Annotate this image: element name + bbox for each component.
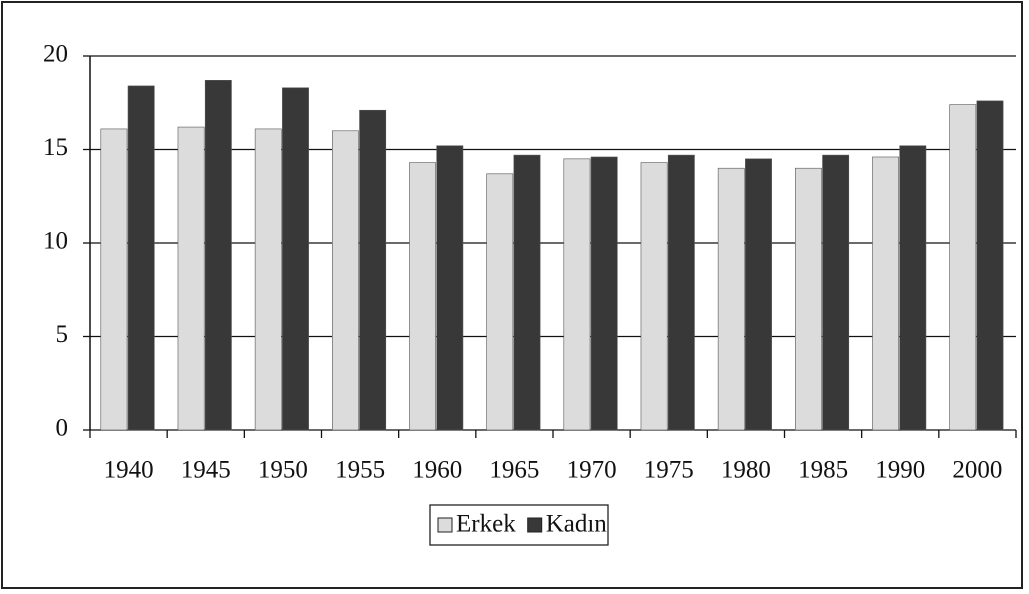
bar [513,154,541,431]
bar [282,87,309,431]
bar [717,167,745,431]
bar [667,154,695,431]
legend-label: Erkek [456,511,516,538]
y-tick-label: 20 [43,41,68,68]
x-tick-label: 1990 [875,457,925,484]
legend-swatch [437,517,453,533]
bar [563,158,591,431]
bar [899,145,927,431]
legend-box [429,504,609,546]
bar [640,162,668,431]
bar [204,80,232,431]
x-tick-label: 1945 [181,457,231,484]
y-tick-label: 15 [43,134,68,161]
y-tick-label: 10 [43,228,68,255]
legend-label: Kadın [546,511,608,538]
bar [359,109,387,431]
x-tick-label: 1985 [798,457,848,484]
x-tick-label: 1970 [567,457,617,484]
bar [436,145,464,431]
bar [100,128,128,431]
x-tick-label: 1975 [644,457,694,484]
bar [872,156,900,431]
x-tick-label: 1950 [258,457,308,484]
bar [127,85,155,431]
x-tick-label: 1955 [335,457,385,484]
x-tick-label: 1980 [721,457,771,484]
x-tick-label: 1960 [412,457,462,484]
y-tick-label: 0 [56,415,69,442]
x-tick-label: 2000 [952,457,1002,484]
bar [254,128,282,431]
bar [976,100,1004,431]
bar [795,167,822,431]
x-tick-label: 1940 [104,457,154,484]
bar [486,173,514,431]
bar [822,154,850,431]
bar [332,130,359,431]
bar [745,158,772,431]
x-tick-label: 1965 [489,457,539,484]
bar [409,162,437,431]
bar [590,156,618,431]
bar [949,104,977,431]
legend-swatch [527,517,543,533]
bar [177,126,205,431]
y-tick-label: 5 [56,321,69,348]
